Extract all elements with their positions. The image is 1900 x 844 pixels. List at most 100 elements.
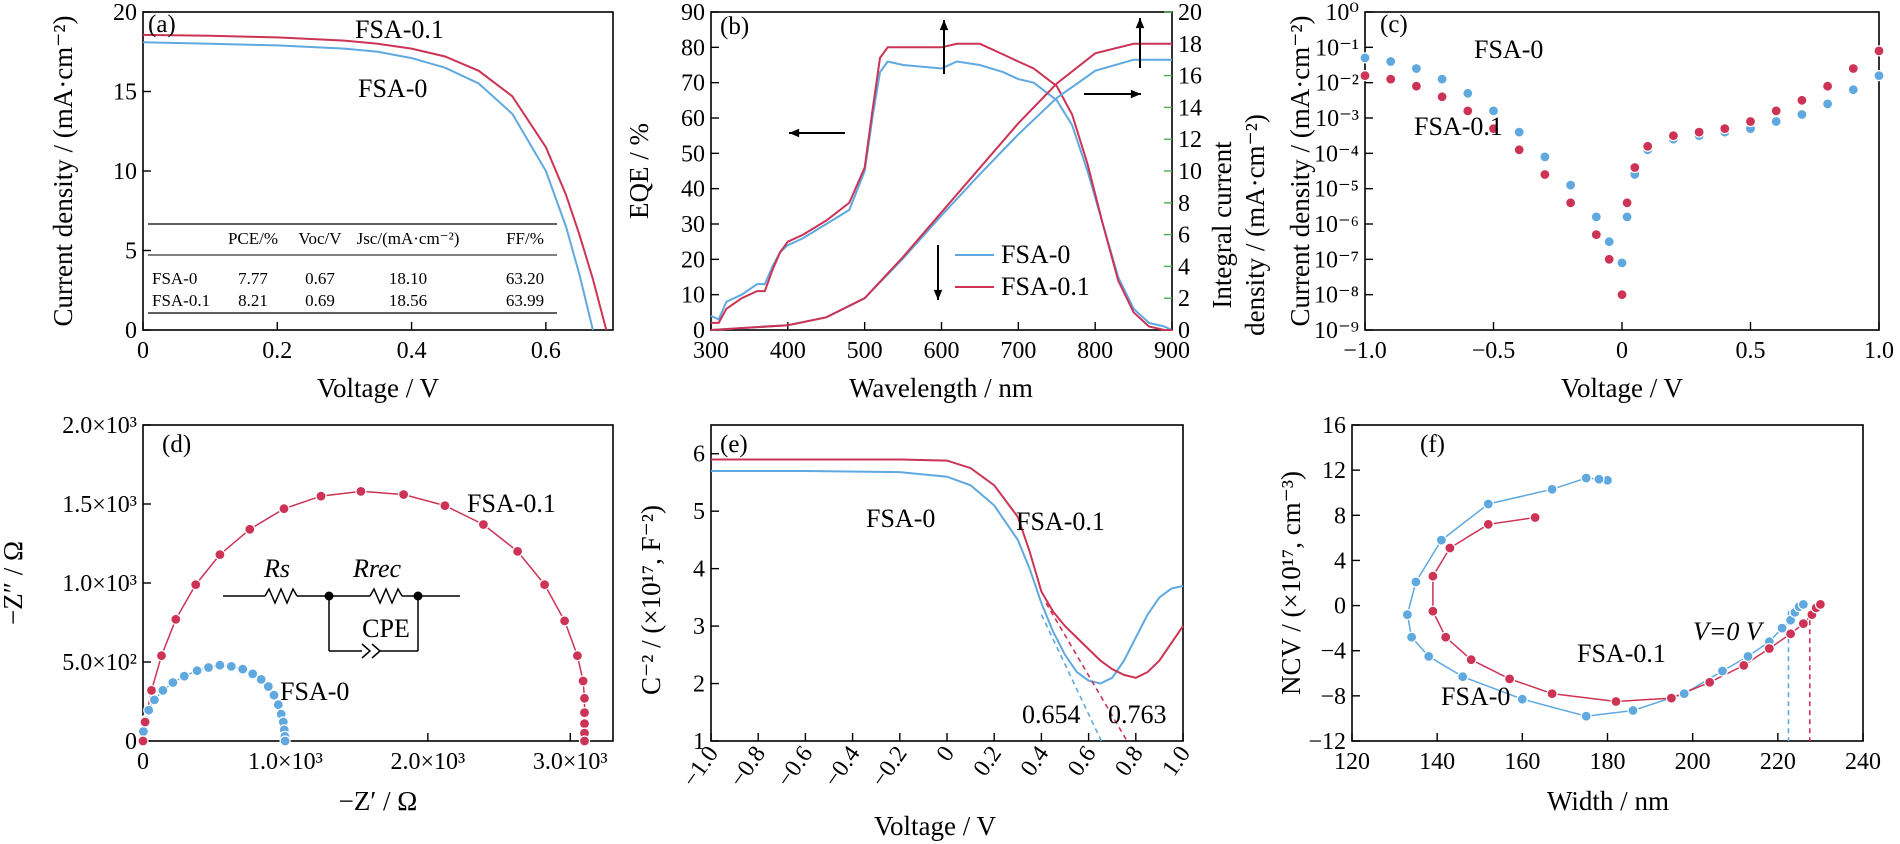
panel-f-xtick-label: 140 bbox=[1419, 749, 1455, 775]
panel-e-xtick-label: 0.6 bbox=[1063, 742, 1102, 781]
panel-e-xtick-label: −0.6 bbox=[772, 742, 818, 793]
panel-a-ytick-label: 15 bbox=[113, 80, 137, 106]
series-fsa-0-1-point bbox=[157, 651, 167, 661]
resistor-rs bbox=[265, 589, 297, 603]
series-fsa-0-point bbox=[269, 690, 279, 700]
panel-b: 300 400 500 600 700 800 9000102030405060708090… bbox=[624, 0, 1270, 403]
series-fsa-0-1-point bbox=[580, 708, 590, 718]
panel-b-right-tick-label: 6 bbox=[1178, 223, 1190, 249]
table-header-cell: Jsc/(mA·cm⁻²) bbox=[357, 229, 460, 248]
panel-b-right-ylabel-line2: density / (mA·cm⁻²) bbox=[1240, 114, 1270, 336]
series-fsa-0-1-point bbox=[1566, 198, 1576, 208]
series-fsa-0-1-point bbox=[1437, 92, 1447, 102]
series-fsa-0-point bbox=[1517, 694, 1527, 704]
panel-b-right-tick-label: 14 bbox=[1178, 95, 1202, 121]
table-header-cell: FF/% bbox=[506, 229, 544, 248]
series-fsa-0-1-point bbox=[1514, 145, 1524, 155]
series-fsa-0-point bbox=[1622, 212, 1632, 222]
series-fsa-0-1-point bbox=[140, 717, 150, 727]
cpe-symbol bbox=[362, 644, 370, 658]
series-fsa-0-point bbox=[1436, 535, 1446, 545]
panel-b-ylabel: EQE / % bbox=[624, 123, 654, 219]
panel-c-xtick-label: 1.0 bbox=[1864, 338, 1894, 364]
series-fsa-0-1-point bbox=[578, 676, 588, 686]
series-fsa-0-1-point bbox=[1643, 141, 1653, 151]
panel-c-ytick-label: 10⁻⁶ bbox=[1314, 212, 1359, 238]
series-fsa-0-point bbox=[1407, 632, 1417, 642]
panel-b-right-ylabel-line1: Integral current bbox=[1207, 141, 1237, 309]
panel-c-ytick-label: 10⁻³ bbox=[1315, 106, 1359, 132]
panel-e-xtick-label: −0.2 bbox=[866, 742, 912, 793]
series-fsa-0-1-integral-line bbox=[711, 44, 1172, 330]
panel-f: 120 140 160 180 200 220 240−12−8−40481216Width… bbox=[1276, 413, 1881, 816]
panel-a-xtick-label: 0.6 bbox=[531, 338, 561, 364]
series-fsa-0-point bbox=[1566, 180, 1576, 190]
panel-c-ytick-label: 10⁻⁴ bbox=[1314, 141, 1359, 167]
panel-f-ytick-label: 16 bbox=[1322, 413, 1346, 439]
panel-b-xtick-label: 500 bbox=[847, 338, 883, 364]
series-label-fsa-0: FSA-0 bbox=[1441, 682, 1510, 711]
panel-b-ytick-label: 80 bbox=[681, 35, 705, 61]
series-fsa-0-1-point bbox=[1428, 571, 1438, 581]
series-fsa-0-1-point bbox=[1622, 198, 1632, 208]
panel-a-label: (a) bbox=[148, 11, 176, 38]
series-fsa-0-point bbox=[1823, 99, 1833, 109]
panel-c-xlabel: Voltage / V bbox=[1561, 373, 1684, 403]
series-fsa-0-1-point bbox=[1360, 71, 1370, 81]
intercept-label-fsa-0: 0.654 bbox=[1022, 700, 1081, 729]
panel-e-ylabel: C⁻² / (×10¹⁷, F⁻²) bbox=[636, 505, 666, 695]
panel-e-xtick-label: 1.0 bbox=[1157, 742, 1196, 781]
panel-d-xtick-label: 0 bbox=[137, 749, 149, 775]
table-cell: FSA-0 bbox=[152, 269, 197, 288]
figure-canvas: 0 0.2 0.4 0.605101520Voltage / VCurrent den… bbox=[0, 0, 1900, 844]
series-fsa-0-point bbox=[226, 661, 236, 671]
series-fsa-0-point bbox=[1424, 651, 1434, 661]
series-fsa-0-1-point bbox=[279, 504, 289, 514]
panel-b-right-tick-label: 16 bbox=[1178, 64, 1202, 90]
panel-a-ytick-label: 20 bbox=[113, 0, 137, 26]
circuit-label-rs: Rs bbox=[263, 554, 290, 583]
series-fsa-0-1-point bbox=[1466, 655, 1476, 665]
series-fsa-0-point bbox=[1483, 499, 1493, 509]
series-fsa-0-1-point bbox=[1746, 117, 1756, 127]
panel-c-ytick-label: 10⁻⁷ bbox=[1314, 247, 1359, 273]
panel-b-ytick-label: 60 bbox=[681, 106, 705, 132]
panel-d-ytick-label: 1.5×10³ bbox=[62, 492, 137, 518]
panel-b-ytick-label: 70 bbox=[681, 71, 705, 97]
panel-d-xlabel: −Z′ / Ω bbox=[339, 786, 418, 816]
panel-a-ylabel: Current density / (mA·cm⁻²) bbox=[48, 15, 78, 326]
panel-e-ytick-label: 2 bbox=[693, 672, 705, 698]
series-fsa-0-1-point bbox=[572, 651, 582, 661]
panel-a-xtick-label: 0.4 bbox=[397, 338, 427, 364]
series-fsa-0-1-point bbox=[1530, 513, 1540, 523]
panel-f-ytick-label: 12 bbox=[1322, 458, 1346, 484]
resistor-rrec bbox=[370, 589, 402, 603]
series-fsa-0-1-point bbox=[215, 550, 225, 560]
arrow-up-right-icon-head bbox=[1136, 18, 1145, 28]
arrow-up-icon-head bbox=[940, 20, 949, 30]
panel-e-xtick-label: 0 bbox=[932, 742, 960, 767]
series-fsa-0-point bbox=[1411, 64, 1421, 74]
series-fsa-0-point bbox=[1798, 599, 1808, 609]
series-fsa-0-point bbox=[1411, 577, 1421, 587]
series-fsa-0-point bbox=[1463, 88, 1473, 98]
panel-b-ytick-label: 30 bbox=[681, 212, 705, 238]
panel-f-ylabel: NCV / (×10¹⁷, cm⁻³) bbox=[1276, 471, 1306, 695]
panel-e-ytick-label: 5 bbox=[693, 499, 705, 525]
panel-a-ytick-label: 5 bbox=[125, 239, 137, 265]
annotation-zero-bias: V=0 V bbox=[1693, 617, 1765, 646]
panel-b-right-tick-label: 12 bbox=[1178, 127, 1202, 153]
panel-c-ytick-label: 10⁰ bbox=[1325, 0, 1359, 26]
series-fsa-0-point bbox=[1402, 610, 1412, 620]
series-fsa-0-1-point bbox=[245, 524, 255, 534]
panel-c-label: (c) bbox=[1380, 11, 1408, 38]
panel-c-xtick-label: 0.5 bbox=[1736, 338, 1766, 364]
series-fsa-0-1-point bbox=[1540, 170, 1550, 180]
panel-f-ytick-label: 4 bbox=[1334, 548, 1346, 574]
panel-d-xtick-label: 1.0×10³ bbox=[248, 749, 323, 775]
series-fsa-0-1-point bbox=[1445, 543, 1455, 553]
panel-b-right-tick-label: 18 bbox=[1178, 32, 1202, 58]
series-fsa-0-1-point bbox=[1694, 127, 1704, 137]
panel-b-xtick-label: 600 bbox=[924, 338, 960, 364]
series-fsa-0-point bbox=[215, 660, 225, 670]
